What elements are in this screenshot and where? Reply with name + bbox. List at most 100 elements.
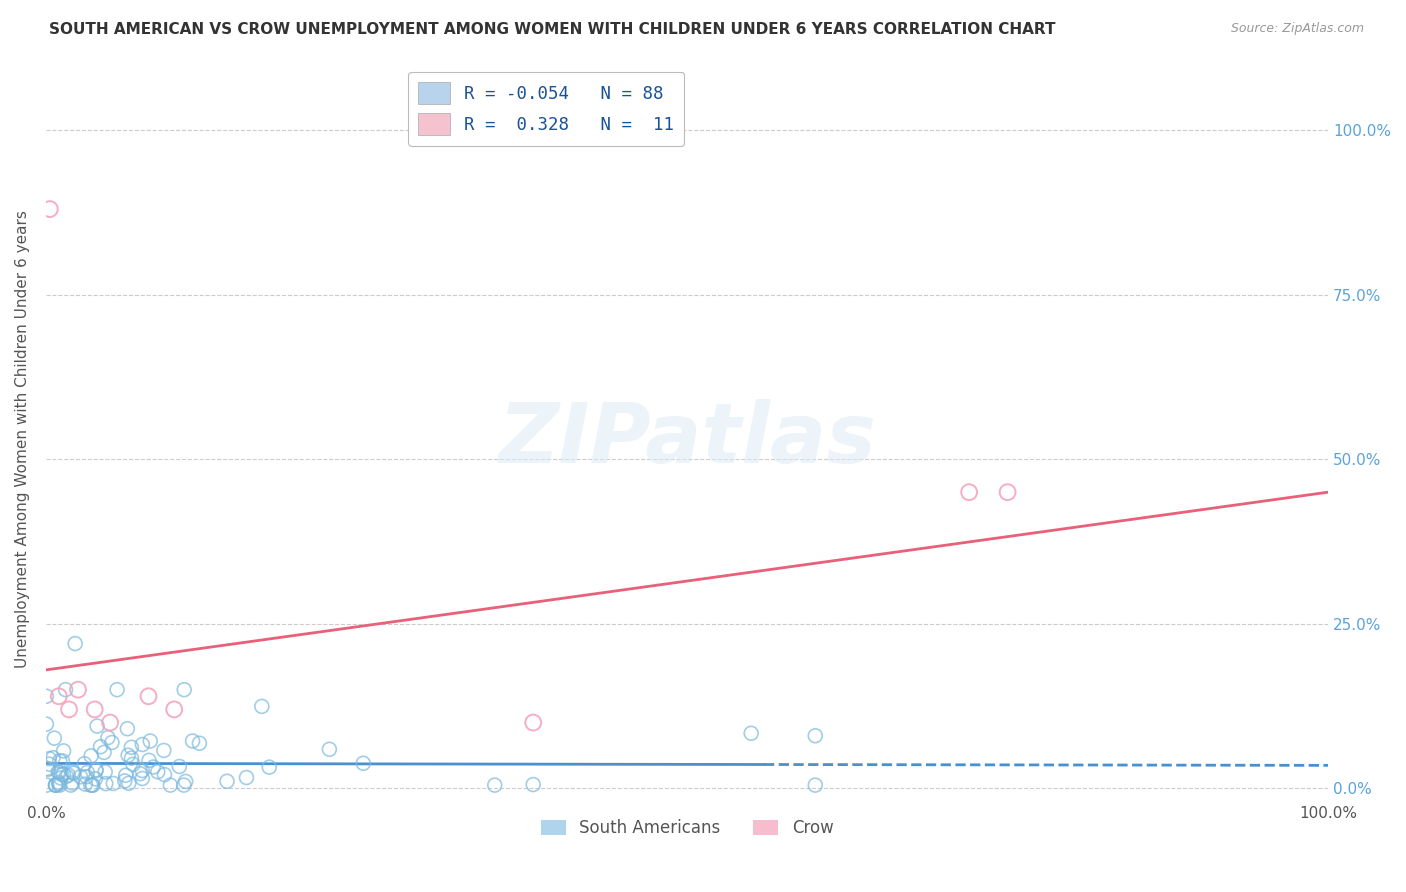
Point — [522, 715, 544, 730]
Point — [55, 769, 77, 783]
Point — [163, 702, 186, 716]
Point — [131, 764, 153, 778]
Point — [76, 770, 98, 784]
Point — [117, 748, 139, 763]
Point — [484, 778, 506, 792]
Point — [51, 767, 73, 781]
Point — [114, 768, 136, 782]
Point — [83, 702, 105, 716]
Point — [69, 770, 91, 784]
Point — [76, 765, 98, 780]
Point — [173, 682, 195, 697]
Point — [45, 778, 67, 792]
Point — [153, 743, 176, 757]
Point — [48, 690, 70, 704]
Point — [181, 734, 204, 748]
Point — [42, 750, 65, 764]
Point — [159, 778, 181, 792]
Y-axis label: Unemployment Among Women with Children Under 6 years: Unemployment Among Women with Children U… — [15, 211, 30, 668]
Point — [250, 699, 273, 714]
Legend: South Americans, Crow: South Americans, Crow — [534, 813, 841, 844]
Point — [146, 764, 169, 779]
Point — [131, 772, 153, 786]
Point — [101, 735, 124, 749]
Point — [84, 764, 107, 778]
Point — [86, 719, 108, 733]
Point — [215, 774, 238, 789]
Point — [75, 777, 97, 791]
Point — [118, 776, 141, 790]
Point — [55, 682, 77, 697]
Point — [52, 744, 75, 758]
Point — [94, 764, 117, 779]
Point — [114, 773, 136, 788]
Point — [804, 778, 827, 792]
Point — [103, 776, 125, 790]
Point — [38, 757, 60, 772]
Point — [120, 740, 142, 755]
Point — [257, 760, 280, 774]
Point — [174, 774, 197, 789]
Point — [66, 682, 89, 697]
Point — [98, 715, 121, 730]
Point — [48, 777, 70, 791]
Point — [173, 778, 195, 792]
Point — [48, 775, 70, 789]
Point — [97, 731, 120, 745]
Point — [80, 748, 103, 763]
Text: ZIPatlas: ZIPatlas — [498, 399, 876, 480]
Point — [37, 762, 59, 776]
Point — [804, 729, 827, 743]
Point — [957, 485, 980, 500]
Point — [142, 760, 165, 774]
Point — [90, 739, 112, 754]
Point — [93, 746, 115, 760]
Point — [62, 766, 84, 780]
Point — [105, 682, 128, 697]
Point — [117, 722, 139, 736]
Point — [58, 768, 80, 782]
Point — [80, 778, 103, 792]
Point — [73, 756, 96, 771]
Point — [45, 778, 67, 792]
Point — [38, 202, 60, 216]
Point — [52, 767, 75, 781]
Point — [38, 752, 60, 766]
Point — [37, 762, 59, 776]
Point — [122, 757, 145, 772]
Point — [49, 754, 72, 768]
Point — [46, 765, 69, 780]
Point — [235, 771, 257, 785]
Point — [60, 776, 83, 790]
Point — [59, 778, 82, 792]
Point — [84, 772, 107, 786]
Point — [62, 764, 84, 779]
Point — [131, 738, 153, 752]
Point — [94, 776, 117, 790]
Point — [49, 778, 72, 792]
Point — [44, 731, 66, 746]
Point — [48, 765, 70, 780]
Point — [139, 734, 162, 748]
Point — [169, 759, 191, 773]
Point — [35, 778, 58, 792]
Point — [352, 756, 374, 771]
Point — [49, 771, 72, 785]
Text: SOUTH AMERICAN VS CROW UNEMPLOYMENT AMONG WOMEN WITH CHILDREN UNDER 6 YEARS CORR: SOUTH AMERICAN VS CROW UNEMPLOYMENT AMON… — [49, 22, 1056, 37]
Point — [58, 702, 80, 716]
Point — [82, 778, 104, 792]
Point — [522, 778, 544, 792]
Point — [138, 690, 160, 704]
Point — [35, 690, 58, 704]
Point — [138, 753, 160, 767]
Point — [35, 717, 58, 731]
Point — [82, 778, 104, 792]
Point — [153, 767, 176, 781]
Point — [129, 766, 152, 780]
Point — [188, 736, 211, 750]
Point — [997, 485, 1019, 500]
Point — [44, 778, 66, 792]
Point — [740, 726, 762, 740]
Point — [318, 742, 340, 756]
Point — [121, 751, 143, 765]
